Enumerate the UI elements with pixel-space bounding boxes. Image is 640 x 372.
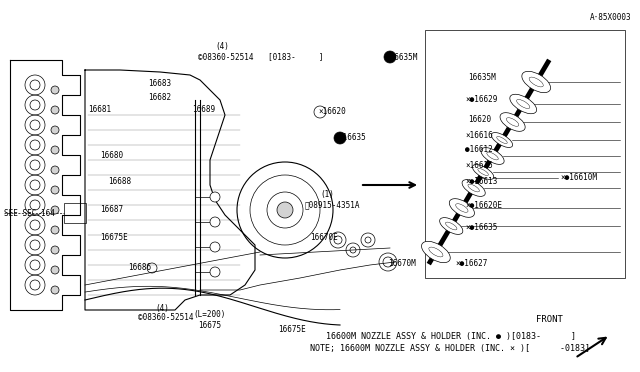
Circle shape (30, 140, 40, 150)
Ellipse shape (440, 218, 463, 234)
Circle shape (30, 120, 40, 130)
Text: 16688: 16688 (108, 177, 131, 186)
Text: ×●16635: ×●16635 (465, 224, 497, 232)
Circle shape (210, 242, 220, 252)
Text: 16670E: 16670E (310, 232, 338, 241)
Circle shape (51, 206, 59, 214)
Circle shape (277, 202, 293, 218)
Ellipse shape (422, 241, 451, 263)
Circle shape (51, 166, 59, 174)
Text: ●16635M: ●16635M (385, 52, 417, 61)
Circle shape (210, 192, 220, 202)
Circle shape (30, 180, 40, 190)
Text: NOTE; 16600M NOZZLE ASSY & HOLDER (INC. × )[      -0183]: NOTE; 16600M NOZZLE ASSY & HOLDER (INC. … (310, 343, 590, 353)
Text: ×16620: ×16620 (318, 108, 346, 116)
Text: (4): (4) (155, 304, 169, 312)
Text: [0183-     ]: [0183- ] (268, 52, 323, 61)
Text: (1): (1) (320, 190, 334, 199)
Text: SEE SEC.164: SEE SEC.164 (4, 208, 55, 218)
Circle shape (30, 200, 40, 210)
Circle shape (51, 86, 59, 94)
Ellipse shape (481, 148, 504, 164)
Text: Ⓨ08915-4351A: Ⓨ08915-4351A (305, 201, 360, 209)
Circle shape (51, 126, 59, 134)
Circle shape (30, 240, 40, 250)
Text: 16681: 16681 (88, 106, 111, 115)
Circle shape (51, 266, 59, 274)
Circle shape (210, 267, 220, 277)
Circle shape (30, 220, 40, 230)
Text: 16675E: 16675E (278, 326, 306, 334)
Text: 16675: 16675 (198, 321, 221, 330)
Circle shape (51, 186, 59, 194)
Text: ●16635: ●16635 (338, 134, 365, 142)
Text: 16687: 16687 (100, 205, 123, 215)
Bar (64, 203, 86, 223)
Circle shape (30, 280, 40, 290)
Text: 16670M: 16670M (388, 259, 416, 267)
Circle shape (51, 246, 59, 254)
Text: ×●16620E: ×●16620E (465, 201, 502, 209)
Ellipse shape (522, 71, 550, 93)
Text: 16675E: 16675E (100, 232, 128, 241)
Text: FRONT: FRONT (536, 315, 563, 324)
Text: ©08360-52514: ©08360-52514 (198, 52, 253, 61)
Ellipse shape (472, 164, 493, 179)
Circle shape (30, 80, 40, 90)
Text: 16620: 16620 (468, 115, 491, 125)
Ellipse shape (492, 132, 513, 147)
Text: ×16615: ×16615 (465, 161, 493, 170)
Bar (425, 30, 625, 278)
Ellipse shape (500, 113, 525, 131)
Circle shape (51, 226, 59, 234)
Circle shape (334, 132, 346, 144)
Circle shape (51, 286, 59, 294)
Circle shape (30, 100, 40, 110)
Text: ©08360-52514: ©08360-52514 (138, 314, 193, 323)
Circle shape (51, 106, 59, 114)
Text: 16686: 16686 (128, 263, 151, 272)
Text: ●16612: ●16612 (465, 145, 493, 154)
Ellipse shape (462, 180, 485, 196)
Text: 16680: 16680 (100, 151, 123, 160)
Text: 16689: 16689 (192, 106, 215, 115)
Text: (4): (4) (215, 42, 229, 51)
Circle shape (210, 217, 220, 227)
Text: ×●16629: ×●16629 (465, 96, 497, 105)
Circle shape (30, 160, 40, 170)
Text: ×●16610M: ×●16610M (560, 173, 597, 183)
Circle shape (384, 51, 396, 63)
Ellipse shape (510, 94, 536, 114)
Text: 16682: 16682 (148, 93, 171, 102)
Ellipse shape (449, 199, 474, 217)
Text: 16635M: 16635M (468, 74, 496, 83)
Text: 16600M NOZZLE ASSY & HOLDER (INC. ● )[0183-      ]: 16600M NOZZLE ASSY & HOLDER (INC. ● )[01… (326, 333, 576, 341)
Text: ×●16613: ×●16613 (465, 177, 497, 186)
Text: ×●16627: ×●16627 (455, 259, 488, 267)
Text: (L=200): (L=200) (193, 311, 225, 320)
Circle shape (30, 260, 40, 270)
Text: ×16616: ×16616 (465, 131, 493, 140)
Text: A·85X0003: A·85X0003 (590, 13, 632, 22)
Text: 16683: 16683 (148, 80, 171, 89)
Circle shape (51, 146, 59, 154)
